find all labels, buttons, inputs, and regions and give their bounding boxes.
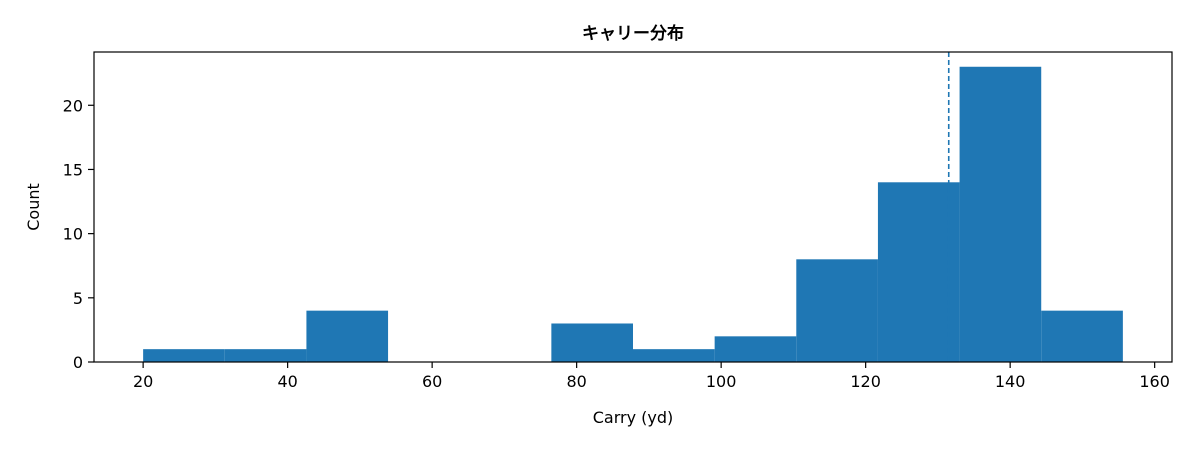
histogram-bar-10 <box>959 66 1042 362</box>
x-tick-label: 80 <box>566 372 586 391</box>
x-axis: 20 40 60 80 100 120 140 160 <box>133 362 1170 391</box>
x-tick-label: 20 <box>133 372 153 391</box>
x-tick-label: 100 <box>706 372 737 391</box>
histogram-bar-5 <box>551 323 633 362</box>
y-tick-label: 20 <box>63 96 83 115</box>
y-axis-label: Count <box>24 183 43 231</box>
y-tick-label: 15 <box>63 160 83 179</box>
x-axis-label: Carry (yd) <box>593 408 674 427</box>
histogram-bar-1 <box>224 349 307 362</box>
x-tick-label: 160 <box>1139 372 1170 391</box>
histogram-bar-9 <box>877 182 960 362</box>
y-axis: 0 5 10 15 20 <box>63 96 94 372</box>
plot-frame <box>93 51 1173 363</box>
histogram-bar-7 <box>714 336 797 362</box>
plot-bars <box>143 66 1123 362</box>
x-tick-label: 140 <box>995 372 1026 391</box>
histogram-bar-8 <box>796 259 878 362</box>
x-tick-label: 60 <box>422 372 442 391</box>
histogram-bar-2 <box>306 310 389 362</box>
y-tick-label: 10 <box>63 225 83 244</box>
y-tick-label: 5 <box>73 289 83 308</box>
x-tick-label: 40 <box>277 372 297 391</box>
histogram-bar-0 <box>143 349 225 362</box>
chart-title: キャリー分布 <box>582 23 684 44</box>
y-tick-label: 0 <box>73 353 83 372</box>
histogram-bar-11 <box>1041 310 1123 362</box>
histogram-bar-6 <box>633 349 715 362</box>
x-tick-label: 120 <box>850 372 881 391</box>
